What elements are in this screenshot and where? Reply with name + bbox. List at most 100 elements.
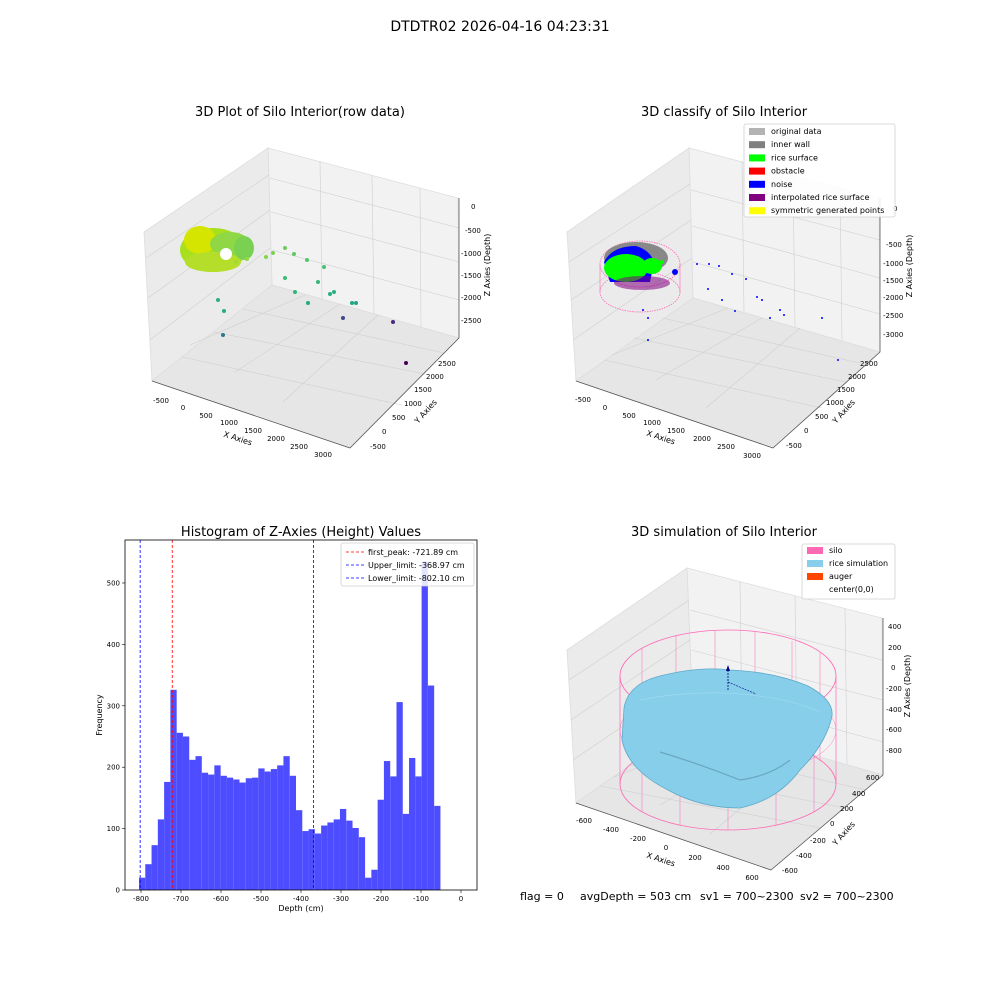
simulation-ztick: -400 (886, 706, 902, 714)
classify-ytick: 2000 (848, 373, 866, 381)
histogram-ytick-label: 100 (107, 825, 120, 833)
simulation-ytick: -200 (810, 837, 826, 845)
classify-ztick: -3000 (883, 331, 903, 339)
histogram-bar (157, 819, 165, 890)
simulation-legend-swatch (807, 573, 823, 580)
raw-3d-plot: 3D Plot of Silo Interior(row data) (143, 105, 492, 459)
histogram-bar (396, 702, 403, 890)
histogram-ytick-label: 200 (107, 764, 120, 772)
histogram-bar (390, 776, 397, 890)
raw-ytick: 500 (392, 414, 405, 422)
simulation-xtick: -200 (630, 835, 646, 843)
histogram-bar (245, 778, 253, 890)
histogram-bar (377, 799, 384, 890)
rice-simulation-surface (621, 668, 833, 809)
simulation-zlabel: Z Axies (Depth) (903, 655, 912, 718)
histogram-bar (409, 757, 416, 890)
histogram-legend: first_peak: -721.89 cm Upper_limit: -368.… (340, 542, 475, 587)
sv1-text: sv1 = 700~2300 (700, 890, 794, 903)
classify-ytick: -500 (786, 442, 802, 450)
histogram-xtick-label: -700 (173, 895, 189, 903)
histogram-xtick-label: -800 (133, 895, 149, 903)
classify-legend-label: symmetric generated points (771, 206, 884, 215)
histogram-bar (226, 777, 234, 890)
classify-xtick: 2000 (693, 435, 711, 443)
classify-legend-label: inner wall (771, 140, 810, 149)
classify-legend: original data inner wall rice surface obsta… (743, 123, 896, 218)
simulation-ytick: 0 (830, 820, 834, 828)
raw-ztick: -500 (465, 227, 481, 235)
simulation-ztick: -800 (886, 747, 902, 755)
histogram-bar (233, 779, 240, 890)
simulation-ztick: -600 (886, 726, 902, 734)
histogram-bar (358, 837, 366, 890)
simulation-ztick: 400 (888, 623, 901, 631)
histogram-xtick-label: -400 (293, 895, 309, 903)
histogram-ylabel: Frequency (95, 694, 104, 736)
raw-xtick: 500 (199, 412, 212, 420)
classify-ztick: -2000 (883, 294, 903, 302)
classify-zlabel: Z Axies (Depth) (905, 235, 914, 298)
histogram-bar (308, 829, 315, 890)
histogram-bar (327, 822, 334, 890)
histogram-legend-label: Lower_limit: -802.10 cm (368, 574, 465, 583)
histogram-bar (195, 756, 202, 890)
histogram-bar (277, 765, 284, 890)
histogram-legend-label: Upper_limit: -368.97 cm (368, 561, 465, 570)
center-marker-icon (726, 665, 730, 671)
histogram-bar (214, 765, 221, 890)
histogram-bar (339, 808, 347, 890)
histogram-bar (239, 782, 246, 890)
classify-legend-swatch (749, 141, 765, 149)
histogram-bar (164, 781, 171, 890)
simulation-legend-label: silo (829, 546, 843, 555)
raw-ytick: -500 (370, 443, 386, 451)
simulation-ztick: -200 (886, 685, 902, 693)
raw-ztick: 0 (471, 203, 475, 211)
histogram-bar (252, 777, 259, 890)
classify-legend-label: noise (771, 180, 792, 189)
simulation-xtick: 200 (688, 854, 701, 862)
raw-ytick: 2000 (426, 373, 444, 381)
histogram-xtick-label: -200 (373, 895, 389, 903)
raw-ztick: -2000 (461, 294, 481, 302)
histogram-bar (151, 845, 158, 890)
avg-depth-text: avgDepth = 503 cm (580, 890, 691, 903)
simulation-xtick: -600 (576, 817, 592, 825)
raw-zlabel: Z Axies (Depth) (483, 234, 492, 297)
simulation-legend-swatch (807, 586, 823, 593)
histogram-title: Histogram of Z-Axies (Height) Values (181, 525, 421, 540)
classify-ytick: 1000 (826, 399, 844, 407)
histogram-reference-lines (139, 540, 314, 890)
simulation-ytick: 400 (852, 790, 865, 798)
classify-legend-swatch (749, 128, 765, 135)
classify-legend-swatch (749, 154, 765, 162)
histogram-bar (296, 810, 303, 890)
classify-xtick: -500 (575, 396, 591, 404)
histogram-bar (302, 831, 309, 890)
histogram-bar (346, 820, 353, 890)
depth-histogram: Histogram of Z-Axies (Height) Values -80… (95, 525, 478, 913)
simulation-3d-plot: 3D simulation of Silo Interior (566, 525, 912, 882)
classify-legend-label: original data (771, 127, 822, 136)
histogram-xlabel: Depth (cm) (278, 904, 323, 913)
classify-grid (568, 160, 881, 409)
classify-ztick: -2500 (883, 312, 903, 320)
histogram-bar (182, 736, 190, 890)
classify-plot-title: 3D classify of Silo Interior (641, 105, 808, 120)
classify-ztick: -500 (886, 241, 902, 249)
simulation-ztick: 200 (888, 644, 901, 652)
histogram-bar (170, 689, 177, 890)
simulation-ytick: -600 (782, 867, 798, 875)
histogram-legend-label: first_peak: -721.89 cm (368, 548, 458, 557)
classify-legend-swatch (749, 167, 765, 175)
classify-ytick: 2500 (860, 360, 878, 368)
status-footer: flag = 0 avgDepth = 503 cm sv1 = 700~230… (520, 890, 894, 903)
histogram-xtick-label: -500 (253, 895, 269, 903)
classify-ytick: 500 (815, 413, 828, 421)
histogram-ytick-label: 0 (116, 887, 120, 895)
raw-xtick: 1500 (244, 427, 262, 435)
histogram-bar (289, 775, 296, 890)
simulation-ytick: -400 (796, 852, 812, 860)
histogram-y-ticks: 0 100 200 300 400 500 (107, 579, 125, 895)
